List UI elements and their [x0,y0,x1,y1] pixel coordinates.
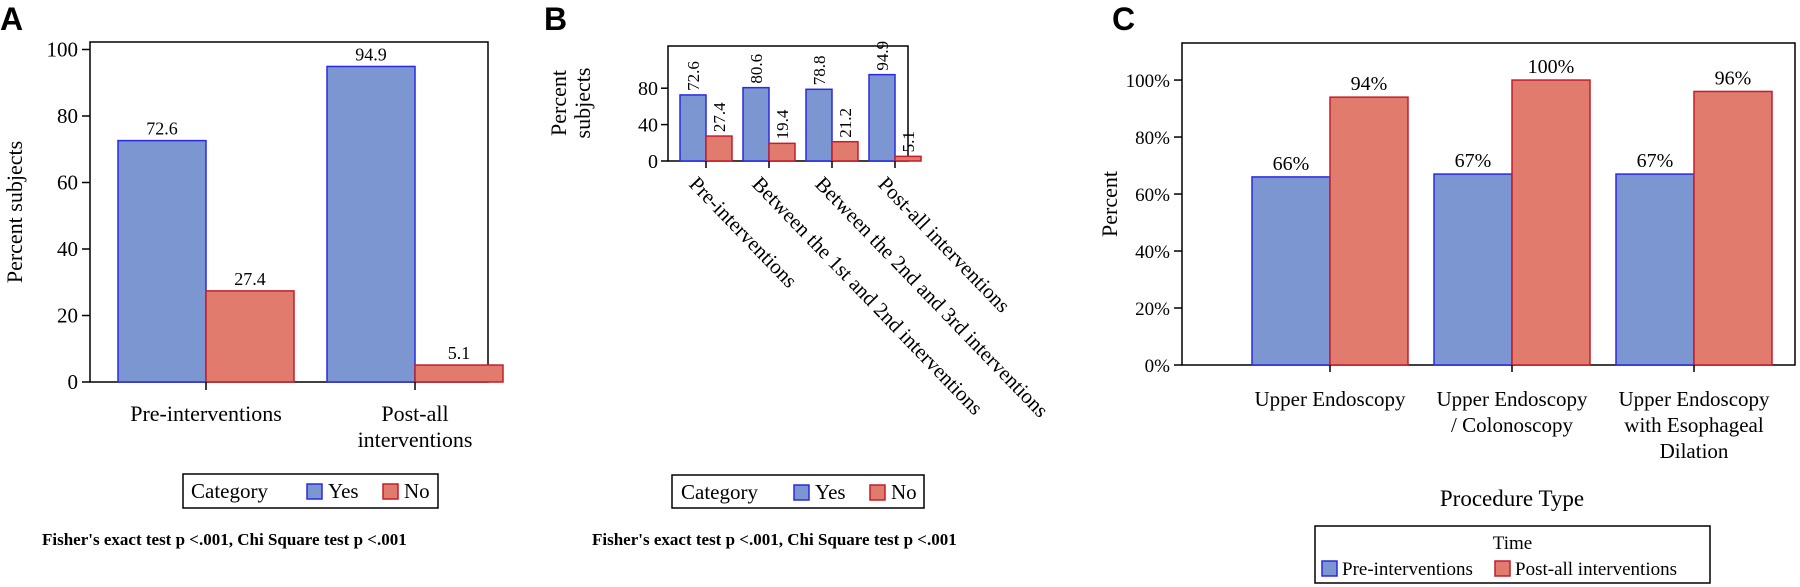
panel-letter-b: B [544,1,567,37]
panel-b-legend-label-1: No [891,480,917,504]
panel-a-ytick-label: 20 [57,304,78,328]
panel-c-xtick-label: Upper Endoscopy [1618,387,1770,411]
panel-a-bar-no [205,290,295,383]
panel-b-bar-no [831,140,859,162]
panel-b-legend-swatch-1 [869,484,886,501]
chart-marks: 0 20 40 60 80 100 Percent subjects 72.6 27.4 Pre-… [2,38,1773,584]
panel-b-bar-no [894,155,922,162]
panel-b-bar-no [705,135,733,162]
panel-c-legend-swatch-0 [1321,560,1338,577]
panel-c-bar-post [1693,90,1773,366]
panel-a-data-label: 27.4 [234,269,266,289]
panel-c-ytick-label: 20% [1135,299,1170,320]
panel-a-bar-yes [117,139,207,383]
panel-c-bar-pre [1251,176,1331,366]
panel-c-xtick-label: / Colonoscopy [1451,413,1573,437]
panel-c-data-label: 66% [1273,153,1310,175]
panel-b-ytick-label: 0 [648,151,658,173]
panel-c-xtick-label: Upper Endoscopy [1436,387,1588,411]
panel-a-legend-title: Category [191,479,268,503]
panel-b-data-label: 21.2 [836,108,855,138]
panel-a-data-label: 5.1 [448,343,471,363]
panel-a-data-label: 72.6 [146,119,178,139]
panel-b-data-label: 5.1 [899,131,918,152]
panel-a-xtick-label: interventions [358,427,473,452]
panel-a-bar-yes [326,65,416,383]
panel-c-bar-post [1511,79,1591,366]
panel-b-data-label: 19.4 [773,109,792,139]
panel-b-ytick-label: 40 [638,115,658,137]
panel-a-legend-label-1: No [404,479,430,503]
panel-a-ylabel: Percent subjects [2,141,27,283]
panel-letter-c: C [1112,1,1135,37]
panel-c-xtick-label: Upper Endoscopy [1254,387,1406,411]
panel-a-xtick-label: Post-all [381,401,448,426]
panel-b-ylabel: subjects [570,68,595,139]
panel-a-legend-swatch-0 [306,483,323,500]
panel-b-footnote: Fisher's exact test p <.001, Chi Square … [592,530,957,549]
panel-a-ytick-label: 40 [57,237,78,261]
panel-c-ytick-label: 100% [1126,71,1171,92]
panel-c-bar-post [1329,96,1409,366]
panel-c-bar-pre [1433,173,1513,366]
panel-a-xtick-label: Pre-interventions [130,401,282,426]
panel-b-ytick-label: 80 [638,78,658,100]
panel-c-legend-label-0: Pre-interventions [1342,559,1473,580]
panel-c-xtick-label: Dilation [1660,439,1729,463]
panel-b-xtick-label: Between the 2nd and 3rd interventions [810,172,1053,422]
panel-c-xlabel: Procedure Type [1440,486,1584,511]
panel-c-data-label: 67% [1455,150,1492,172]
panel-b-legend-swatch-0 [793,484,810,501]
panel-b-data-label: 72.6 [684,61,703,91]
panel-c-legend-label-1: Post-all interventions [1515,559,1677,580]
panel-c-data-label: 100% [1528,56,1575,78]
panel-a-ytick-label: 80 [57,104,78,128]
panel-b-data-label: 80.6 [747,54,766,84]
panel-c-legend-title: Time [1493,533,1532,554]
panel-b-data-label: 94.9 [873,41,892,71]
panel-a-data-label: 94.9 [355,44,387,64]
panel-c-data-label: 67% [1637,150,1674,172]
panel-c-ytick-label: 60% [1135,185,1170,206]
panel-b-legend-title: Category [681,480,758,504]
panel-b-ylabel: Percent [546,70,571,136]
panel-c-ytick-label: 40% [1135,242,1170,263]
panel-a-legend-swatch-1 [382,483,399,500]
panel-c-ytick-label: 0% [1145,356,1171,377]
panel-c-legend-frame [1314,525,1711,584]
panel-a-footnote: Fisher's exact test p <.001, Chi Square … [42,530,407,549]
panel-b-bar-yes [868,73,896,162]
panel-a-ytick-label: 100 [47,38,79,62]
panel-b-xtick-label: Pre-interventions [684,172,802,293]
panel-b-bar-yes [805,88,833,162]
panel-letter-a: A [0,1,23,37]
panel-c-bar-pre [1615,173,1695,366]
panel-c-data-label: 96% [1715,67,1752,89]
panel-b-bar-yes [742,86,770,162]
panel-b-bar-yes [679,94,707,162]
panel-b-data-label: 27.4 [710,102,729,132]
panel-c-xtick-label: with Esophageal [1624,413,1764,437]
panel-b-xtick-label: Between the 1st and 2nd interventions [747,172,987,420]
panel-b-bar-no [768,142,796,162]
panel-b-legend-label-0: Yes [815,480,846,504]
panel-a-legend-label-0: Yes [328,479,359,503]
panel-c-ylabel: Percent [1097,171,1122,237]
panel-a-ytick-label: 0 [68,370,79,394]
panel-a-ytick-label: 60 [57,171,78,195]
panel-a-bar-no [414,364,504,383]
panel-b-data-label: 78.8 [810,56,829,86]
panel-c-ytick-label: 80% [1135,128,1170,149]
panel-c-legend-swatch-1 [1494,560,1511,577]
panel-c-data-label: 94% [1351,73,1388,95]
